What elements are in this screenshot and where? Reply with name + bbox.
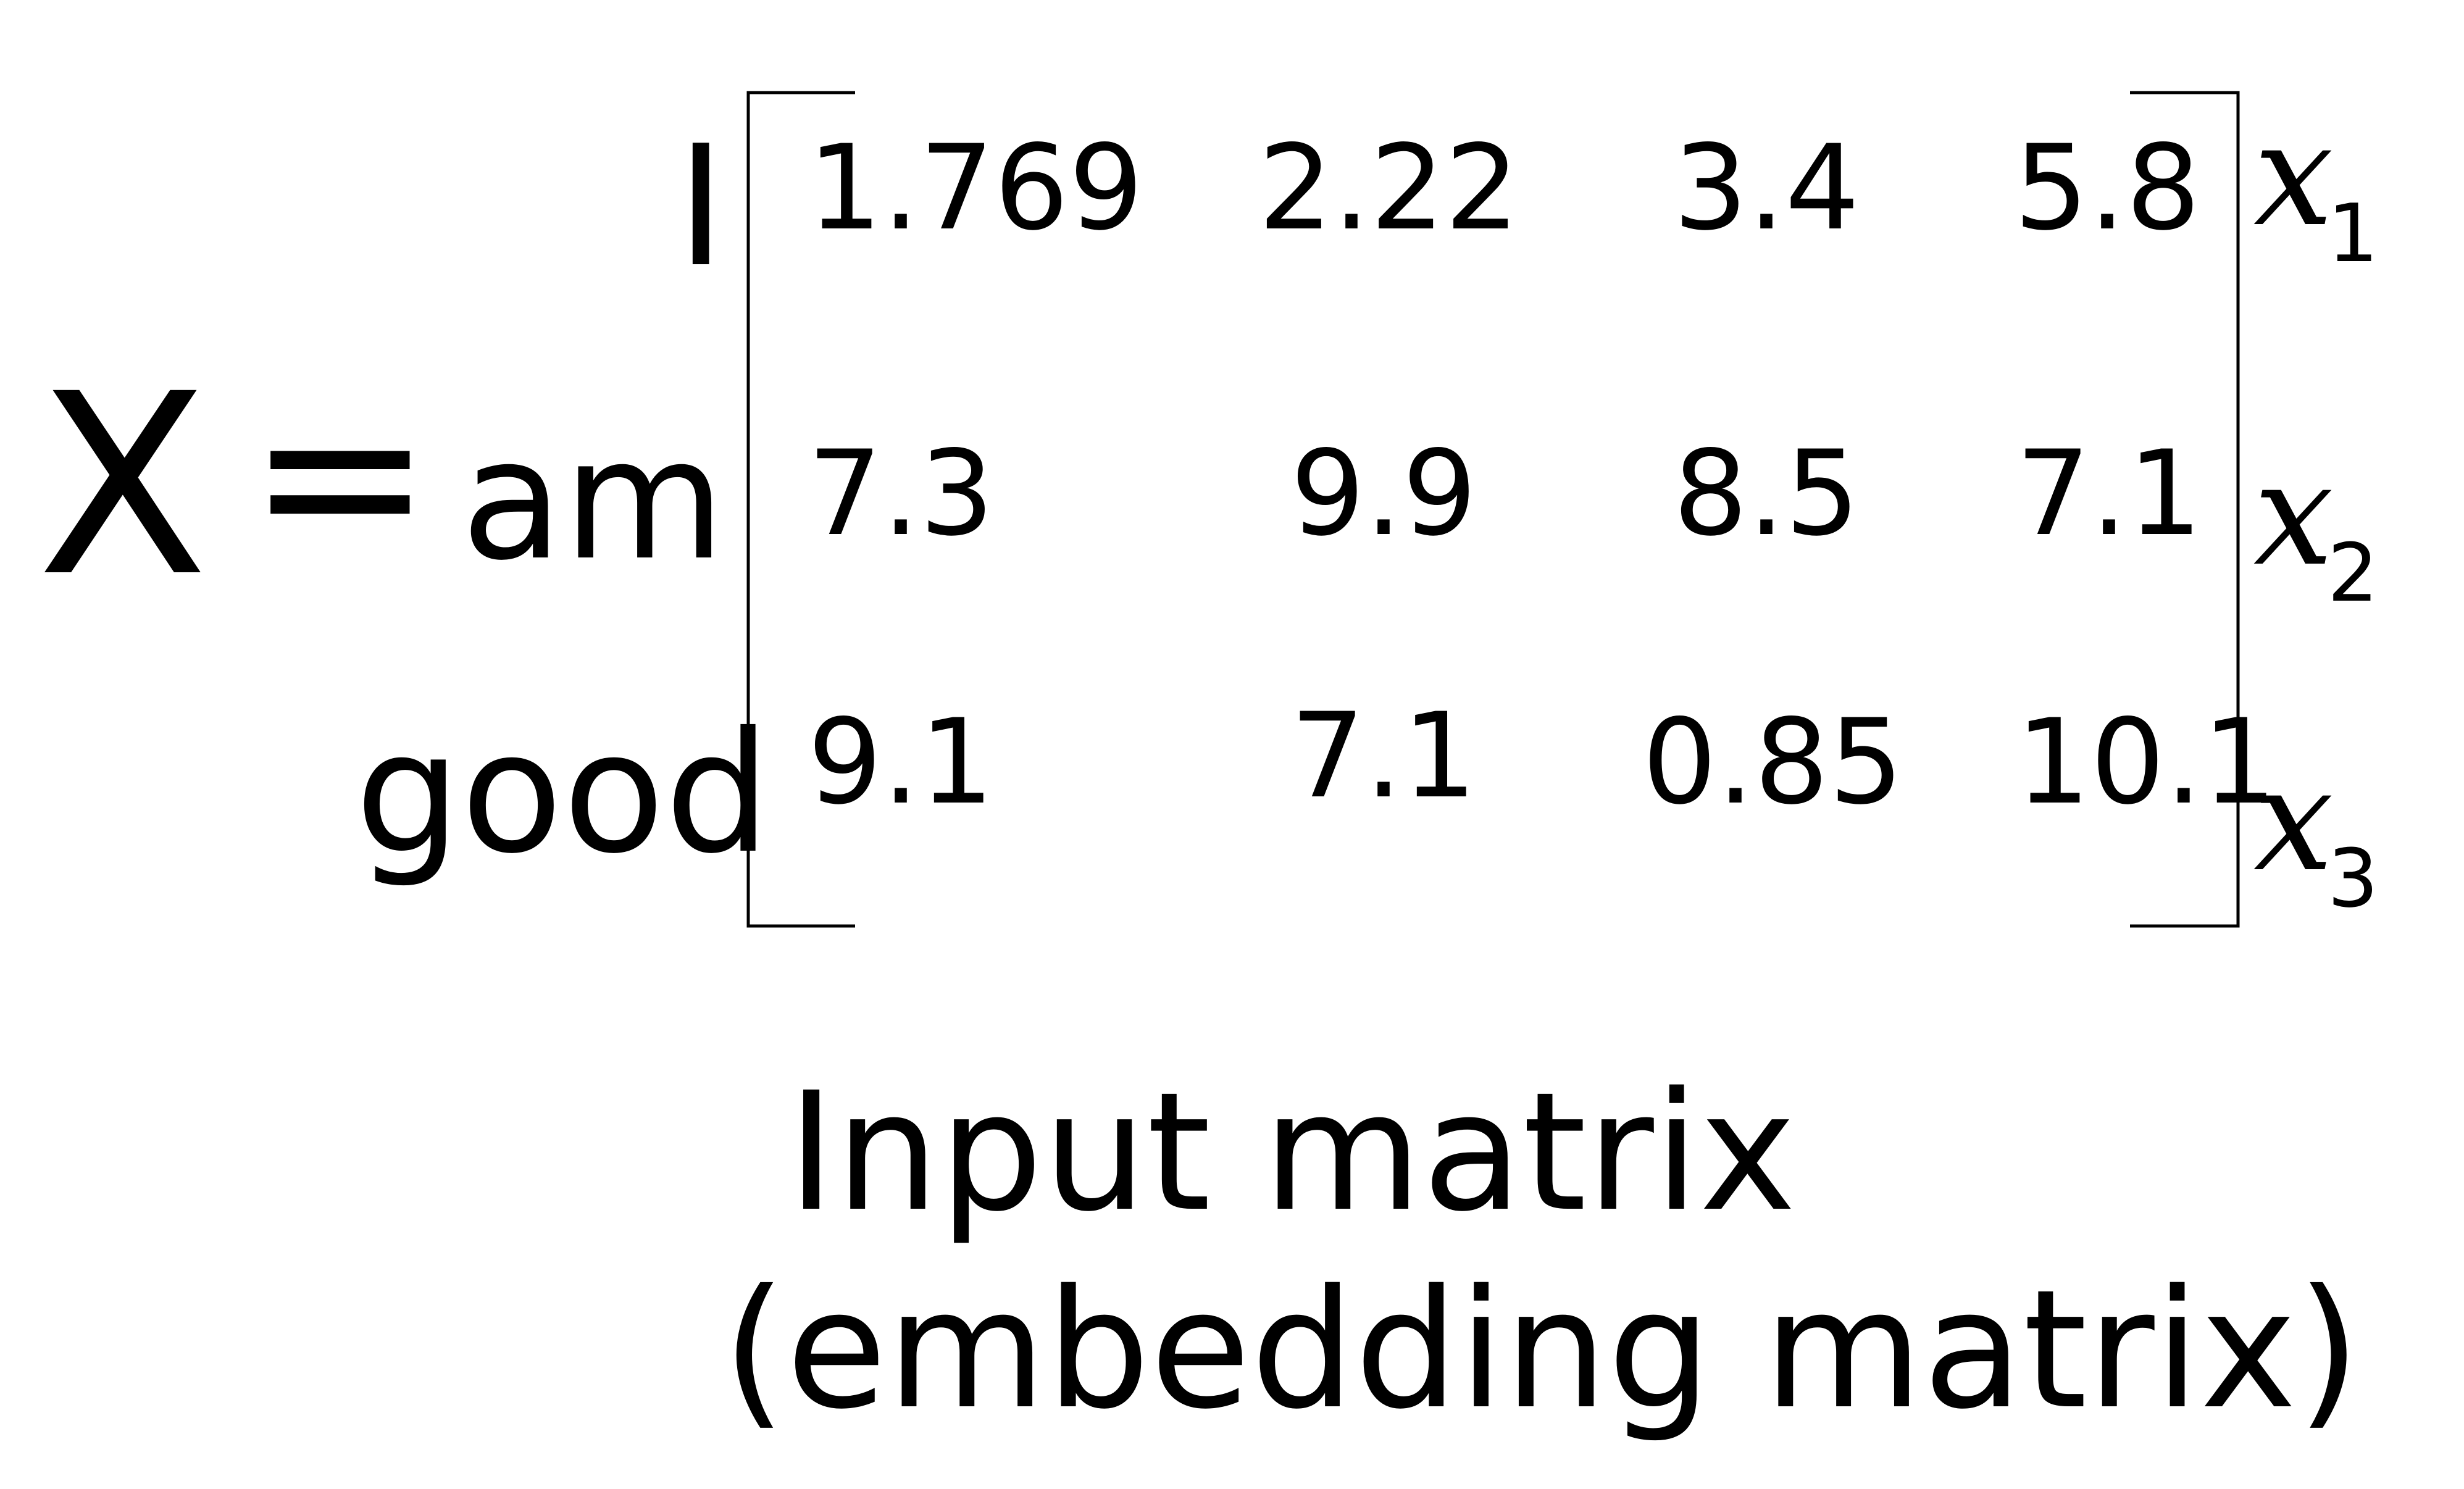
row-label-am: am [461, 402, 725, 597]
right-bracket [2130, 91, 2240, 928]
row-label-good: good [355, 696, 771, 890]
matrix-cell: 8.5 [1673, 425, 1860, 562]
matrix-symbol: X [37, 340, 209, 632]
vector-label-base: x [2253, 433, 2334, 598]
vector-label-subscript: 1 [2327, 186, 2379, 280]
matrix-cell: 10.1 [2016, 694, 2278, 830]
matrix-cell: 9.1 [808, 694, 995, 830]
caption-title: Input matrix [787, 1057, 1797, 1248]
row-label-i: I [676, 109, 725, 304]
vector-label-subscript: 2 [2327, 526, 2379, 620]
matrix-cell: 0.85 [1642, 694, 1904, 830]
matrix-cell: 9.9 [1290, 425, 1477, 562]
matrix-cell: 7.3 [808, 425, 995, 562]
matrix-cell: 3.4 [1673, 120, 1860, 256]
matrix-cell: 7.1 [1290, 688, 1477, 824]
vector-label-base: x [2253, 738, 2334, 903]
matrix-cell: 2.22 [1258, 120, 1520, 256]
vector-label-x1: x1 [2253, 105, 2384, 274]
caption-subtitle: (embedding matrix) [722, 1255, 2361, 1445]
equals-sign: = [247, 346, 433, 604]
matrix-cell: 1.769 [808, 120, 1143, 256]
vector-label-subscript: 3 [2327, 832, 2379, 925]
matrix-cell: 7.1 [2016, 425, 2203, 562]
left-bracket [746, 91, 855, 928]
vector-label-base: x [2253, 93, 2334, 258]
vector-label-x2: x2 [2253, 444, 2384, 614]
matrix-cell: 5.8 [2014, 120, 2201, 256]
vector-label-x3: x3 [2253, 750, 2384, 919]
